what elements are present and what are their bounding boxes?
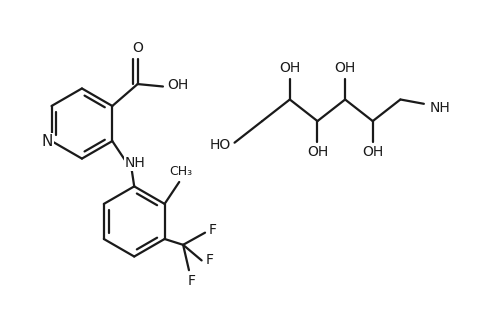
Text: CH₃: CH₃ xyxy=(170,165,192,178)
Text: N: N xyxy=(42,134,54,149)
Text: HO: HO xyxy=(210,138,231,152)
Text: OH: OH xyxy=(167,78,188,92)
Text: OH: OH xyxy=(279,61,300,75)
Text: OH: OH xyxy=(307,145,328,159)
Text: F: F xyxy=(209,223,217,237)
Text: F: F xyxy=(188,274,196,288)
Text: F: F xyxy=(206,254,214,267)
Text: NH: NH xyxy=(430,101,450,115)
Text: OH: OH xyxy=(334,61,355,75)
Text: O: O xyxy=(132,41,143,55)
Text: NH: NH xyxy=(124,156,145,170)
Text: OH: OH xyxy=(362,145,384,159)
